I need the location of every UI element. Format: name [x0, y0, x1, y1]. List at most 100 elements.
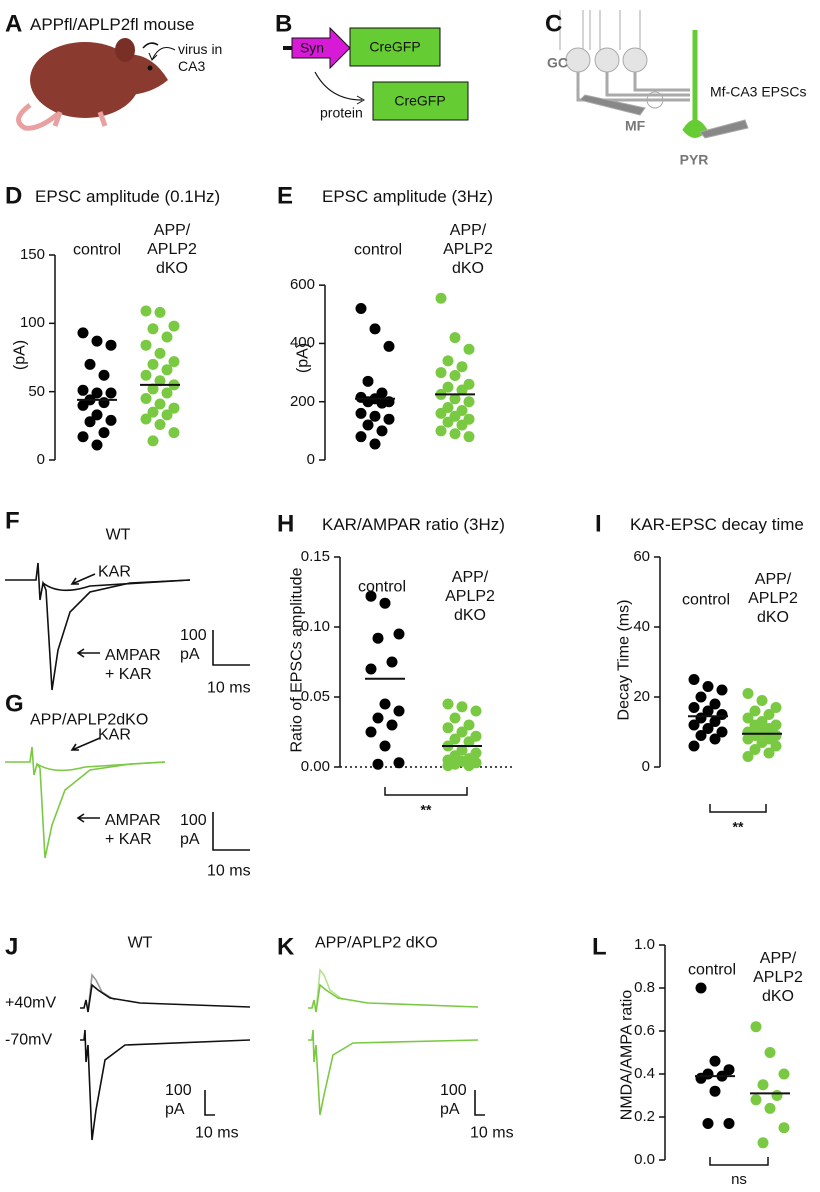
data-point — [140, 339, 152, 351]
gene-label: CreGFP — [369, 38, 421, 55]
chart-title: EPSC amplitude (3Hz) — [322, 186, 494, 206]
data-point — [435, 292, 447, 304]
data-point — [362, 419, 374, 431]
trace-title: WT — [127, 934, 153, 952]
chart-title: KAR-EPSC decay time — [630, 514, 804, 534]
significance-bracket — [709, 804, 767, 813]
data-point — [716, 684, 728, 696]
data-point — [463, 343, 475, 355]
data-point — [695, 1072, 707, 1084]
data-point — [369, 323, 381, 335]
data-point — [702, 723, 714, 734]
data-point — [168, 320, 180, 332]
data-point — [140, 369, 152, 381]
data-point — [757, 1137, 769, 1149]
data-point — [168, 402, 180, 414]
data-point — [756, 695, 768, 706]
data-point — [449, 428, 461, 440]
data-point — [77, 384, 89, 396]
promoter-label: Syn — [299, 39, 325, 56]
panel-label: H — [277, 510, 295, 538]
y-tick-label: 0.10 — [300, 618, 330, 635]
data-point — [91, 387, 103, 399]
data-point — [379, 597, 391, 609]
y-tick-label: 50 — [28, 382, 45, 400]
data-point — [764, 1047, 776, 1058]
data-point — [770, 702, 782, 713]
product-name: CreGFP — [394, 92, 446, 109]
data-point — [105, 339, 117, 351]
data-point — [771, 1090, 783, 1101]
data-point — [161, 364, 173, 376]
ampar-label: AMPAR + KAR — [105, 646, 161, 683]
data-point — [435, 425, 447, 437]
data-point — [463, 760, 475, 772]
data-point — [750, 1021, 762, 1033]
y-tick-label: 0.4 — [634, 1065, 655, 1082]
y-tick-label: 100 — [19, 314, 45, 332]
data-point — [449, 393, 461, 405]
y-tick-label: 200 — [289, 392, 315, 410]
y-tick-label: 40 — [633, 618, 650, 635]
y-tick-label: 0.6 — [634, 1022, 655, 1039]
data-point — [369, 410, 381, 422]
data-point — [140, 413, 152, 425]
data-point — [709, 716, 721, 727]
mf-label: MF — [625, 117, 646, 134]
series-label: control — [687, 961, 737, 979]
data-point — [688, 740, 700, 752]
scale-y-label: 100 pA — [165, 1081, 192, 1118]
gc-label: GC — [547, 54, 568, 71]
data-point — [355, 407, 367, 419]
y-tick-label: 1.0 — [634, 936, 655, 953]
data-point — [702, 705, 714, 717]
annotation: virus in CA3 — [178, 41, 223, 74]
data-point — [709, 698, 721, 710]
significance-label: ns — [731, 1171, 747, 1188]
kar-label: KAR — [98, 726, 131, 744]
data-point — [161, 331, 173, 343]
data-point — [449, 369, 461, 381]
y-axis-label: Ratio of EPSCs amplitude — [288, 567, 306, 753]
data-point — [372, 632, 384, 644]
data-point — [147, 383, 159, 395]
data-point — [695, 982, 707, 994]
data-point — [386, 719, 398, 731]
y-axis-label: NMDA/AMPA ratio — [618, 989, 636, 1121]
data-point — [778, 1122, 790, 1134]
data-point — [442, 416, 454, 428]
data-point — [147, 435, 159, 447]
data-point — [365, 590, 377, 602]
y-tick-label: 400 — [289, 334, 315, 352]
data-point — [435, 407, 447, 419]
data-point — [355, 431, 367, 443]
data-point — [77, 399, 89, 411]
y-tick-label: 0.15 — [300, 548, 330, 565]
trace-title: APP/APLP2dKO — [30, 711, 149, 729]
data-point — [778, 1068, 790, 1080]
data-point — [442, 355, 454, 367]
data-point — [456, 701, 468, 713]
series-label: control — [681, 591, 731, 609]
y-tick-label: 0.05 — [300, 688, 330, 705]
y-axis-label: Decay Time (ms) — [615, 599, 633, 721]
data-point — [463, 736, 475, 748]
circuit-diagram — [559, 10, 749, 139]
y-tick-label: 0.00 — [300, 758, 330, 775]
data-point — [379, 740, 391, 752]
data-point — [168, 356, 180, 368]
data-point — [84, 358, 96, 370]
series-label: control — [72, 241, 122, 259]
significance-label: ** — [732, 818, 744, 835]
data-point — [362, 375, 374, 387]
data-point — [463, 719, 475, 731]
series-label: APP/ APLP2 dKO — [748, 571, 798, 627]
kar-label: KAR — [98, 563, 131, 581]
data-point — [435, 367, 447, 379]
data-point — [147, 323, 159, 335]
data-point — [154, 306, 166, 318]
trace-wt-kar — [5, 562, 250, 691]
data-point — [749, 744, 761, 755]
trace-dko-nmda — [308, 967, 485, 1116]
